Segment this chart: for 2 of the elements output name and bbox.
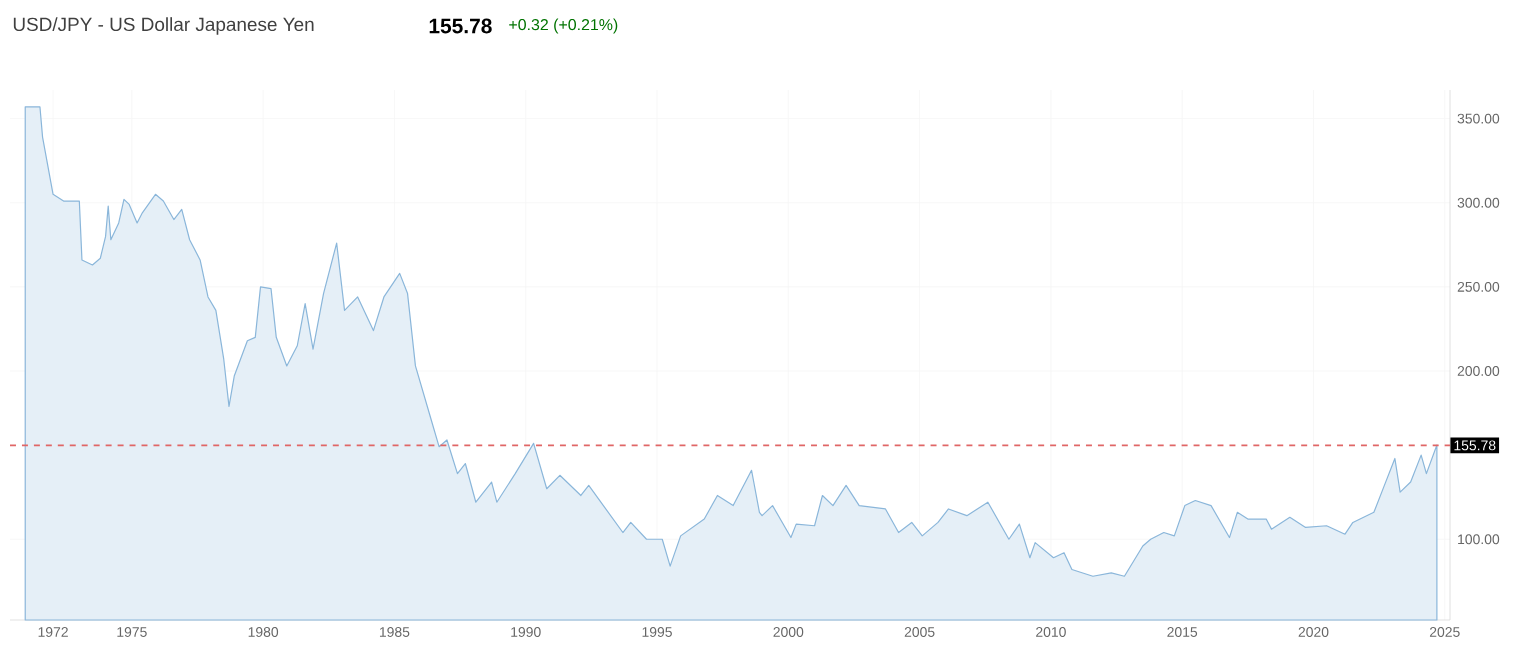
text: 155.78 [429,18,492,34]
chart-title: USD/JPY - US Dollar Japanese Yen [13,17,314,35]
